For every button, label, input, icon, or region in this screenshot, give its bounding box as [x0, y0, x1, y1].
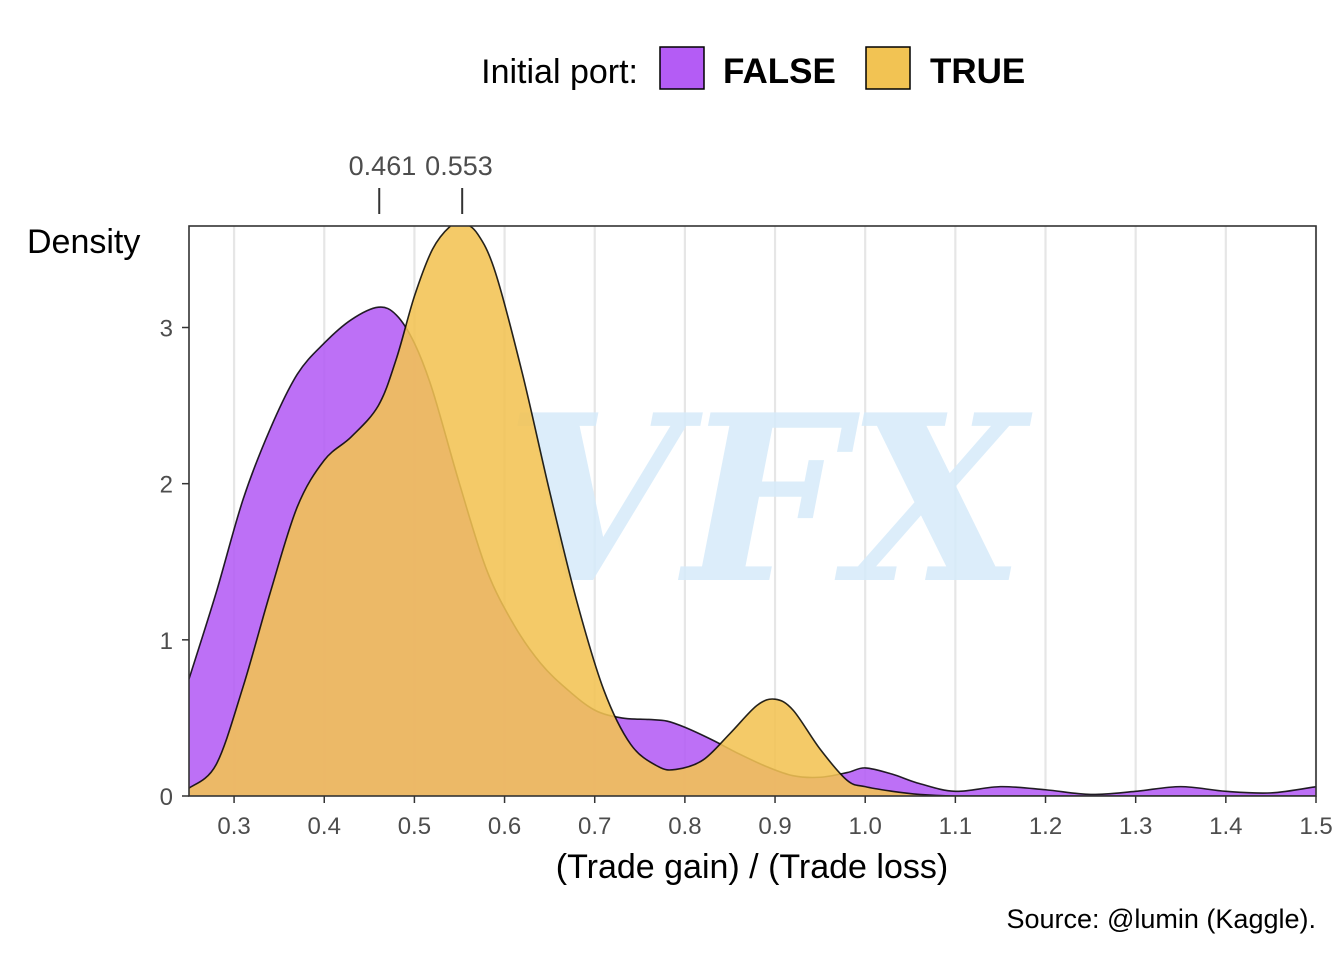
watermark: VFX: [505, 365, 1033, 635]
y-tick-label: 3: [160, 316, 173, 343]
x-axis-title: (Trade gain) / (Trade loss): [556, 848, 948, 886]
density-areas: [189, 226, 1316, 796]
x-tick-label: 1.2: [1029, 813, 1062, 840]
x-tick-label: 0.5: [398, 813, 431, 840]
x-tick-label: 0.8: [668, 813, 701, 840]
density-line-true: [189, 226, 1316, 796]
x-tick-label: 0.7: [578, 813, 611, 840]
panel-border: [188, 225, 1317, 797]
y-axis-ticks: 0 1 2 3: [160, 316, 189, 811]
legend-swatch-false: [659, 46, 705, 90]
x-tick-label: 0.4: [308, 813, 341, 840]
x-tick-label: 0.6: [488, 813, 521, 840]
y-tick-label: 1: [160, 628, 173, 655]
legend-swatch-true: [865, 46, 911, 90]
x-tick-label: 1.4: [1209, 813, 1242, 840]
median-label: 0.461: [349, 151, 417, 181]
x-axis-ticks: 0.3 0.4 0.5 0.6 0.7 0.8 0.9 1.0 1.1 1.2 1.3 1.4 1.5: [217, 796, 1333, 840]
x-tick-label: 1.0: [849, 813, 882, 840]
x-tick-label: 0.9: [758, 813, 791, 840]
x-tick-label: 1.5: [1299, 813, 1332, 840]
median-label: 0.553: [425, 151, 493, 181]
x-tick-label: 1.1: [939, 813, 972, 840]
y-tick-label: 2: [160, 472, 173, 499]
density-line-false: [189, 306, 1316, 796]
legend-label-false: FALSE: [723, 52, 836, 91]
legend-title: Initial port:: [481, 53, 638, 91]
source-caption: Source: @lumin (Kaggle).: [1006, 904, 1316, 934]
legend: Initial port: FALSE TRUE: [481, 46, 1025, 91]
density-area-true: [189, 226, 1316, 796]
median-annotations: 0.461 0.553: [349, 151, 493, 214]
legend-label-true: TRUE: [930, 52, 1025, 91]
x-tick-label: 0.3: [217, 813, 250, 840]
y-tick-label: 0: [160, 784, 173, 811]
y-axis-title: Density: [27, 223, 140, 261]
x-tick-label: 1.3: [1119, 813, 1152, 840]
